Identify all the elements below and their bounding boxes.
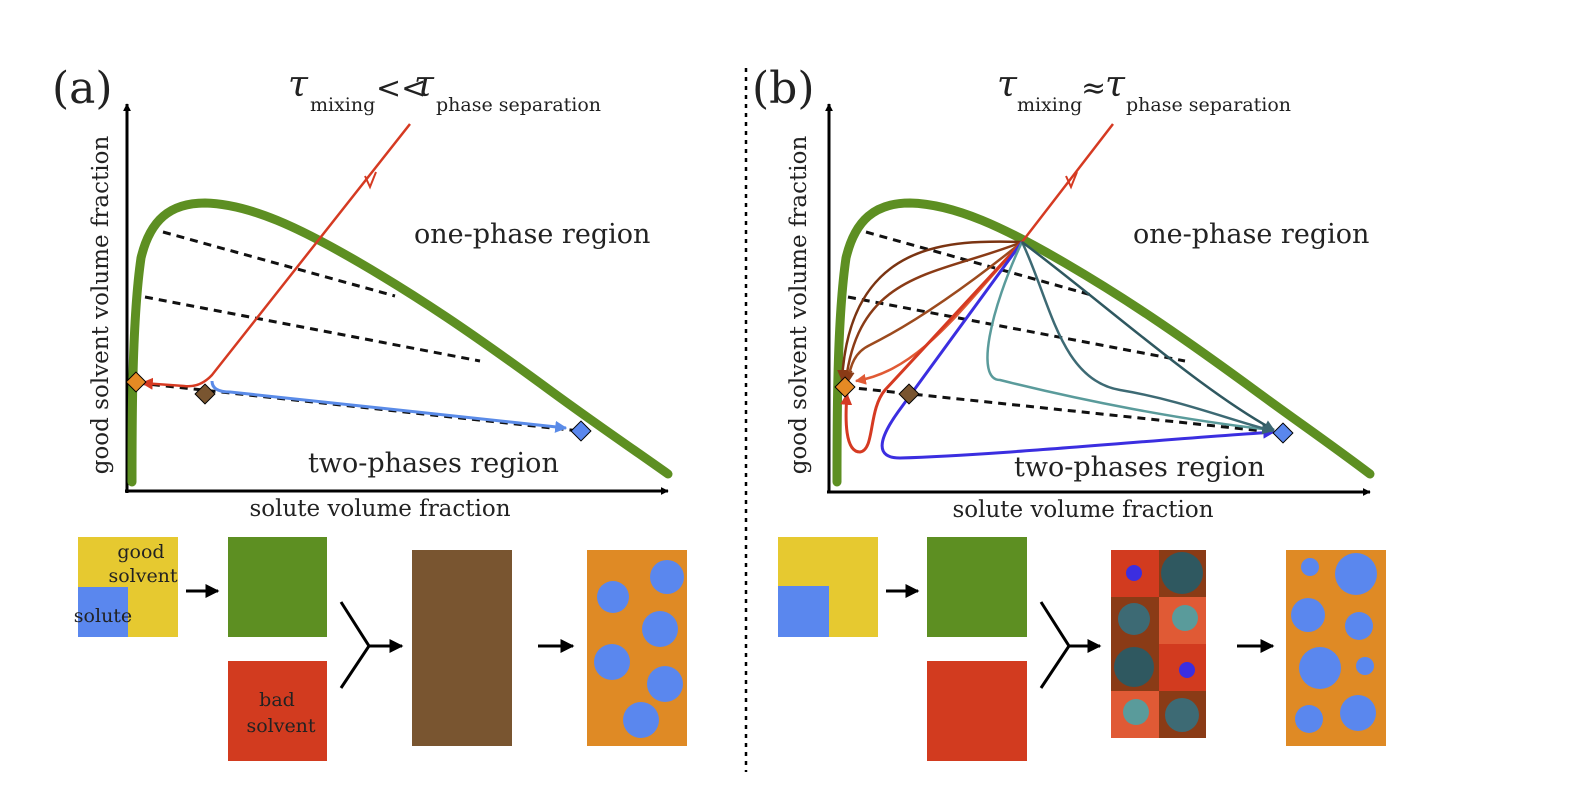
trajectory-teal: [1021, 240, 1275, 432]
trajectory-brown: [837, 240, 1023, 382]
solute-droplet: [1299, 647, 1341, 689]
y-axis-label: good solvent volume fraction: [88, 136, 114, 475]
solute-droplet: [642, 611, 678, 647]
solute-droplet: [1161, 552, 1203, 594]
solvent-rich-phase-marker: [125, 371, 147, 393]
trajectory-violet: [880, 241, 1276, 460]
x-axis-label: solute volume fraction: [952, 497, 1213, 523]
tau-subscript-phase-separation: phase separation: [1126, 94, 1291, 116]
tau-relation: ≈: [1081, 71, 1106, 106]
panel-a: (a) τ mixing << τ phase separation good …: [52, 63, 687, 761]
one-phase-region-label: one-phase region: [1133, 219, 1369, 250]
solute-droplet: [1114, 647, 1154, 687]
solute-droplet: [1335, 553, 1377, 595]
tau-relation: <<: [376, 71, 426, 106]
quench-trajectory-blue: [210, 380, 568, 433]
bad-solvent-label: bad: [259, 689, 295, 711]
trajectory-direction-chevron: [1065, 171, 1078, 190]
solute-box: [78, 587, 128, 637]
solute-droplet: [1118, 603, 1150, 635]
mixture-composition-marker: [898, 383, 920, 405]
tau-symbol: τ: [288, 64, 309, 105]
quench-trajectory-red: [1021, 123, 1114, 243]
solute-droplet: [1345, 612, 1373, 640]
panel-b-title: τ mixing ≈ τ phase separation: [997, 64, 1291, 116]
solute-droplet: [1123, 699, 1149, 725]
solvent-rich-phase-marker: [834, 376, 856, 398]
tau-symbol: τ: [1105, 64, 1126, 105]
panel-a-tag: (a): [52, 63, 113, 114]
trajectory-direction-chevron: [364, 171, 377, 190]
panel-b: (b) τ mixing ≈ τ phase separation good s…: [752, 63, 1386, 761]
binodal-curve: [127, 198, 673, 487]
two-phases-region-label: two-phases region: [308, 448, 559, 479]
solute-box: [778, 586, 829, 637]
solute-droplet: [1301, 558, 1319, 576]
panel-b-tag: (b): [752, 63, 815, 114]
solute-droplet: [1291, 598, 1325, 632]
merge-arrow-icon: [339, 601, 371, 689]
heterogeneous-mosaic: [1111, 550, 1206, 738]
solute-rich-phase-marker: [1272, 422, 1294, 444]
solute-droplet: [594, 644, 630, 680]
tie-line: [162, 230, 396, 298]
quench-trajectory-red: [140, 123, 411, 390]
binodal-curve: [832, 198, 1375, 487]
x-axis-label: solute volume fraction: [249, 496, 510, 522]
merge-arrow-icon: [1039, 601, 1071, 689]
solute-droplet: [623, 702, 659, 738]
solution-box: [228, 537, 327, 637]
solute-rich-phase-marker: [570, 420, 592, 442]
solute-droplet: [1179, 662, 1195, 678]
solute-droplet: [1340, 695, 1376, 731]
tau-subscript-mixing: mixing: [310, 94, 375, 116]
trajectory-teal: [986, 241, 1274, 435]
y-axis-label: good solvent volume fraction: [786, 136, 812, 475]
solute-droplet: [1295, 705, 1323, 733]
tie-line: [144, 295, 481, 363]
solute-label: solute: [74, 605, 132, 627]
solute-droplet: [597, 581, 629, 613]
bad-solvent-label: solvent: [246, 715, 315, 737]
tie-line: [847, 295, 1186, 363]
tau-symbol: τ: [414, 64, 435, 105]
solute-droplet: [650, 560, 684, 594]
trajectory-red: [840, 240, 1024, 454]
trajectory-brown: [841, 240, 1023, 382]
solution-box: [927, 537, 1027, 637]
good-solvent-label: good: [117, 541, 164, 563]
solute-droplet: [1126, 565, 1142, 581]
solute-droplet: [647, 666, 683, 702]
mixing-schematic-a: good solvent solute bad solvent: [74, 537, 687, 761]
tau-symbol: τ: [997, 64, 1018, 105]
solute-droplet: [1165, 698, 1199, 732]
solute-droplet: [1356, 657, 1374, 675]
solute-droplet: [1172, 605, 1198, 631]
tau-subscript-phase-separation: phase separation: [436, 94, 601, 116]
trajectory-teal: [1020, 241, 1275, 434]
trajectory-brown: [843, 241, 1023, 384]
mixture-composition-marker: [194, 383, 216, 405]
bad-solvent-box: [228, 661, 327, 761]
mixed-solution-box: [412, 550, 512, 746]
two-phases-region-label: two-phases region: [1014, 452, 1265, 483]
good-solvent-label: solvent: [108, 565, 177, 587]
panel-a-title: τ mixing << τ phase separation: [288, 64, 601, 116]
one-phase-region-label: one-phase region: [414, 219, 650, 250]
mixing-schematic-b: [778, 537, 1386, 761]
bad-solvent-box: [927, 661, 1027, 761]
tau-subscript-mixing: mixing: [1017, 94, 1082, 116]
tie-line: [865, 230, 1096, 298]
